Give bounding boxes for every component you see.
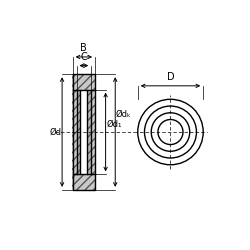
Text: Ød: Ød — [49, 128, 61, 136]
Bar — [80, 90, 87, 174]
Bar — [87, 90, 91, 174]
Bar — [91, 74, 95, 190]
Bar — [72, 74, 76, 190]
Circle shape — [138, 99, 203, 165]
Text: B: B — [80, 44, 87, 54]
Bar — [76, 90, 91, 174]
Bar — [73, 74, 95, 190]
Bar — [73, 74, 95, 90]
Bar — [73, 174, 95, 190]
Bar — [73, 74, 95, 190]
Text: C: C — [80, 52, 87, 62]
Bar — [76, 90, 80, 174]
Text: D: D — [167, 72, 174, 82]
Text: Ød₁: Ød₁ — [106, 120, 122, 129]
Text: Ødₖ: Ødₖ — [116, 110, 132, 119]
